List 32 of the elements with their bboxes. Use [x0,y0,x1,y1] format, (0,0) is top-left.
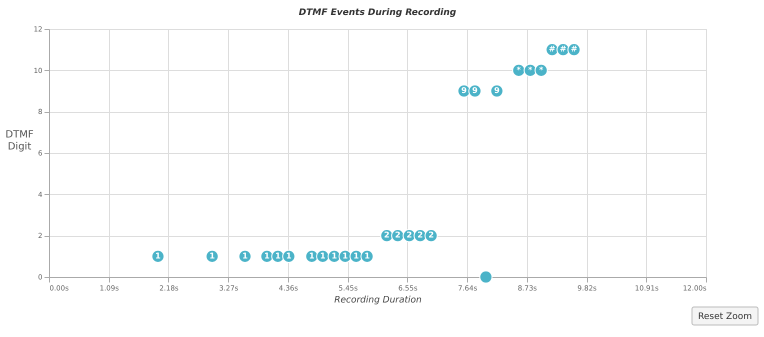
data-label: 1 [155,251,162,260]
data-label: 1 [331,251,338,260]
data-label: # [548,44,556,54]
data-label: 1 [309,251,316,260]
data-label: 1 [353,251,360,260]
data-label: 2 [417,230,423,240]
data-label: 1 [275,251,282,260]
data-label: 1 [364,251,370,260]
data-label: 9 [494,86,500,95]
data-label: 1 [264,251,270,260]
data-label: 2 [406,230,412,240]
x-axis-title: Recording Duration [334,296,422,306]
data-label: 1 [286,251,292,260]
data-label: # [570,44,578,54]
y-axis-title: DTMF Digit [5,130,34,152]
data-label: 1 [242,251,248,260]
data-label: 9 [472,86,478,95]
data-label: * [516,65,522,74]
data-label: 2 [428,230,434,240]
point [479,270,493,284]
data-label: 1 [209,251,216,260]
point [534,64,548,77]
data-label: 2 [394,230,401,240]
data-label: * [539,65,544,74]
data-label: 9 [461,86,468,95]
data-label: 1 [320,251,326,260]
data-label: # [560,44,567,54]
data-label: 2 [384,230,390,240]
chart-title: DTMF Events During Recording [298,8,457,18]
data-label: 1 [342,251,348,260]
text: Reset Zoom [698,312,752,322]
data-label: * [528,65,534,74]
